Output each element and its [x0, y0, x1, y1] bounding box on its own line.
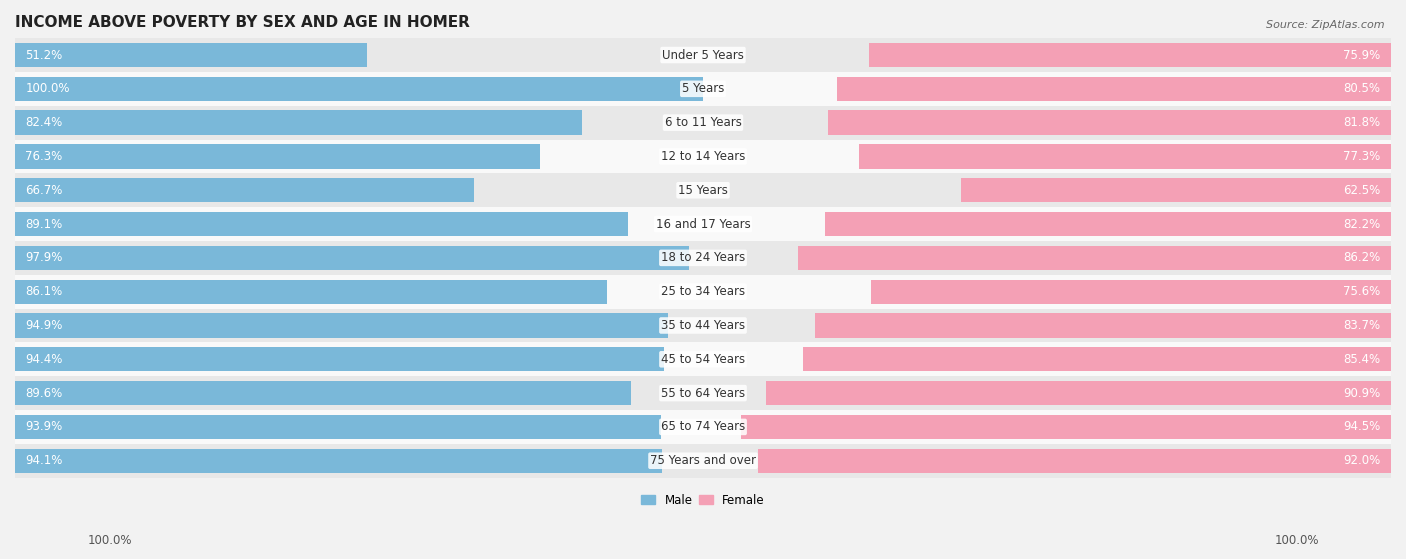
Text: 81.8%: 81.8% — [1344, 116, 1381, 129]
Bar — [15, 43, 367, 67]
Bar — [15, 178, 474, 202]
Text: 12 to 14 Years: 12 to 14 Years — [661, 150, 745, 163]
Bar — [828, 111, 1391, 135]
Bar — [15, 410, 1391, 444]
Text: 92.0%: 92.0% — [1343, 454, 1381, 467]
Bar — [15, 212, 628, 236]
Text: 86.1%: 86.1% — [25, 285, 63, 298]
Text: 25 to 34 Years: 25 to 34 Years — [661, 285, 745, 298]
Text: 100.0%: 100.0% — [1274, 534, 1319, 547]
Bar — [960, 178, 1391, 202]
Bar — [837, 77, 1391, 101]
Bar — [741, 415, 1391, 439]
Text: 89.1%: 89.1% — [25, 217, 63, 230]
Bar — [815, 313, 1391, 338]
Bar — [15, 111, 582, 135]
Bar — [15, 347, 665, 372]
Text: 35 to 44 Years: 35 to 44 Years — [661, 319, 745, 332]
Text: 55 to 64 Years: 55 to 64 Years — [661, 387, 745, 400]
Text: 75.6%: 75.6% — [1343, 285, 1381, 298]
Bar — [15, 275, 1391, 309]
Text: 89.6%: 89.6% — [25, 387, 63, 400]
Text: 65 to 74 Years: 65 to 74 Years — [661, 420, 745, 433]
Bar — [15, 313, 668, 338]
Text: 66.7%: 66.7% — [25, 184, 63, 197]
Text: 94.4%: 94.4% — [25, 353, 63, 366]
Text: 100.0%: 100.0% — [87, 534, 132, 547]
Text: 80.5%: 80.5% — [1344, 82, 1381, 96]
Bar — [15, 38, 1391, 72]
Bar — [15, 241, 1391, 275]
Bar — [15, 415, 661, 439]
Text: 90.9%: 90.9% — [1343, 387, 1381, 400]
Text: 94.5%: 94.5% — [1343, 420, 1381, 433]
Text: 94.9%: 94.9% — [25, 319, 63, 332]
Bar — [15, 144, 540, 169]
Text: 94.1%: 94.1% — [25, 454, 63, 467]
Text: 77.3%: 77.3% — [1343, 150, 1381, 163]
Bar — [15, 140, 1391, 173]
Text: 62.5%: 62.5% — [1343, 184, 1381, 197]
Bar — [15, 106, 1391, 140]
Bar — [825, 212, 1391, 236]
Bar — [15, 309, 1391, 343]
Bar — [803, 347, 1391, 372]
Bar — [869, 43, 1391, 67]
Text: 85.4%: 85.4% — [1344, 353, 1381, 366]
Text: 75.9%: 75.9% — [1343, 49, 1381, 61]
Bar — [15, 77, 703, 101]
Legend: Male, Female: Male, Female — [637, 489, 769, 511]
Bar — [766, 381, 1391, 405]
Bar — [15, 280, 607, 304]
Text: 51.2%: 51.2% — [25, 49, 63, 61]
Bar — [15, 376, 1391, 410]
Text: INCOME ABOVE POVERTY BY SEX AND AGE IN HOMER: INCOME ABOVE POVERTY BY SEX AND AGE IN H… — [15, 15, 470, 30]
Text: Source: ZipAtlas.com: Source: ZipAtlas.com — [1267, 20, 1385, 30]
Bar — [15, 207, 1391, 241]
Text: 75 Years and over: 75 Years and over — [650, 454, 756, 467]
Bar — [15, 72, 1391, 106]
Text: 6 to 11 Years: 6 to 11 Years — [665, 116, 741, 129]
Text: 45 to 54 Years: 45 to 54 Years — [661, 353, 745, 366]
Text: 76.3%: 76.3% — [25, 150, 63, 163]
Text: 86.2%: 86.2% — [1343, 252, 1381, 264]
Bar — [15, 246, 689, 270]
Bar — [870, 280, 1391, 304]
Text: 18 to 24 Years: 18 to 24 Years — [661, 252, 745, 264]
Text: Under 5 Years: Under 5 Years — [662, 49, 744, 61]
Bar — [799, 246, 1391, 270]
Text: 83.7%: 83.7% — [1344, 319, 1381, 332]
Bar — [15, 448, 662, 473]
Bar — [758, 448, 1391, 473]
Bar — [15, 343, 1391, 376]
Text: 16 and 17 Years: 16 and 17 Years — [655, 217, 751, 230]
Bar — [15, 381, 631, 405]
Text: 93.9%: 93.9% — [25, 420, 63, 433]
Text: 97.9%: 97.9% — [25, 252, 63, 264]
Bar — [15, 444, 1391, 477]
Text: 5 Years: 5 Years — [682, 82, 724, 96]
Bar — [15, 173, 1391, 207]
Text: 15 Years: 15 Years — [678, 184, 728, 197]
Text: 100.0%: 100.0% — [25, 82, 70, 96]
Text: 82.2%: 82.2% — [1343, 217, 1381, 230]
Text: 82.4%: 82.4% — [25, 116, 63, 129]
Bar — [859, 144, 1391, 169]
